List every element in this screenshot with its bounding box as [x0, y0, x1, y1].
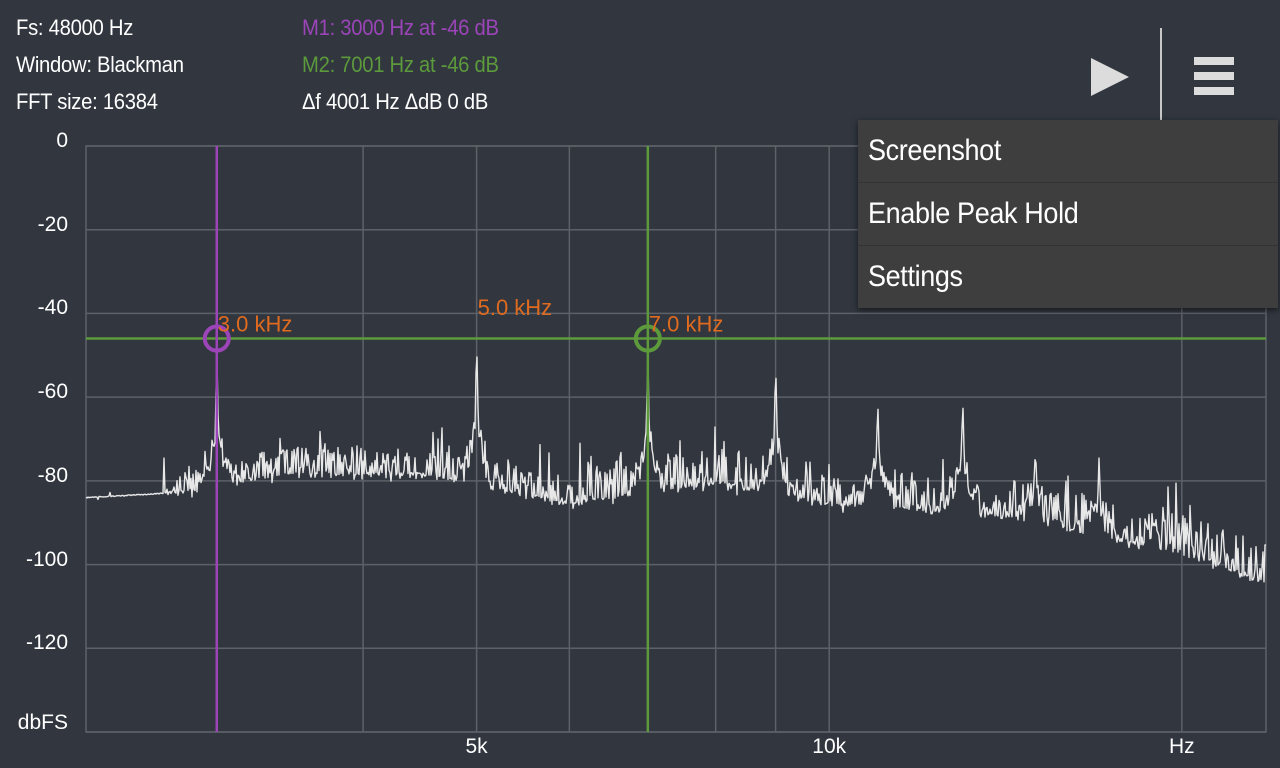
x-tick-label: 10k: [812, 735, 847, 758]
play-button[interactable]: [1088, 56, 1132, 100]
marker2-readout: M2: 7001 Hz at -46 dB: [302, 52, 499, 77]
menu-item-screenshot[interactable]: Screenshot: [858, 120, 1278, 183]
menu-item-settings[interactable]: Settings: [858, 246, 1278, 308]
peak-frequency-label: 3.0 kHz: [218, 312, 293, 337]
y-tick-label: -80: [37, 463, 68, 487]
marker-m2-handle[interactable]: [633, 324, 662, 353]
y-tick-label: 0: [56, 129, 68, 152]
y-tick-label: -40: [37, 296, 68, 320]
toolbar-divider: [1160, 28, 1162, 120]
peak-frequency-label: 5.0 kHz: [478, 295, 553, 320]
y-tick-label: -100: [25, 547, 68, 571]
y-tick-label: -20: [37, 212, 68, 236]
markers[interactable]: [86, 146, 1266, 732]
peak-frequency-label: 7.0 kHz: [649, 312, 724, 337]
marker1-readout: M1: 3000 Hz at -46 dB: [302, 15, 499, 40]
menu-item-enable-peak-hold[interactable]: Enable Peak Hold: [858, 183, 1278, 246]
y-tick-label: -60: [37, 380, 68, 404]
peak-labels: 3.0 kHz 5.0 kHz 7.0 kHz: [218, 295, 724, 337]
marker-delta-readout: Δf 4001 Hz ΔdB 0 dB: [302, 89, 489, 114]
fft-size-label: FFT size: 16384: [16, 89, 158, 114]
menu-item-label: Settings: [868, 260, 963, 293]
window-type-label: Window: Blackman: [16, 52, 184, 77]
menu-item-label: Enable Peak Hold: [868, 197, 1079, 230]
x-tick-label: 5k: [465, 735, 488, 758]
menu-item-label: Screenshot: [868, 134, 1001, 167]
marker-readout: M1: 3000 Hz at -46 dB M2: 7001 Hz at -46…: [302, 9, 499, 120]
sample-rate-label: Fs: 48000 Hz: [16, 15, 134, 40]
y-tick-label: -120: [25, 631, 68, 655]
spectrum-trace: [85, 356, 1267, 583]
x-axis-unit: Hz: [1168, 735, 1195, 758]
analysis-settings-info: Fs: 48000 Hz Window: Blackman FFT size: …: [16, 9, 184, 120]
play-icon: [1091, 58, 1129, 96]
overflow-menu: Screenshot Enable Peak Hold Settings: [858, 120, 1278, 308]
y-axis-unit: dbFS: [17, 711, 68, 734]
marker-m1-handle[interactable]: [202, 324, 231, 353]
overflow-menu-button[interactable]: [1190, 54, 1240, 100]
